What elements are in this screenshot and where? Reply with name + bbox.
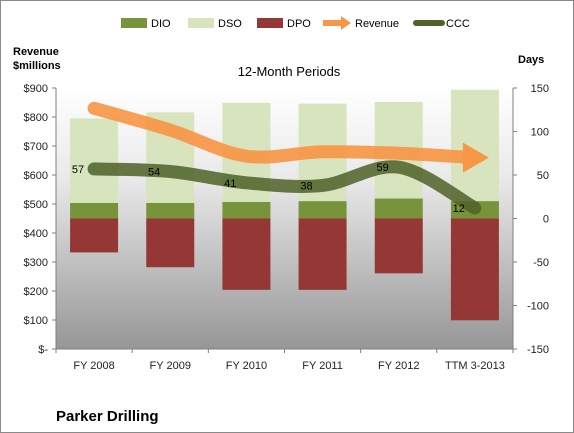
legend-label-dio: DIO (151, 18, 171, 30)
x-tick-label-fy-2012: FY 2012 (378, 360, 419, 372)
left-axis-title-line2: $millions (13, 60, 61, 72)
left-tick-label: $800 (24, 112, 48, 124)
left-tick-label: $500 (24, 199, 48, 211)
left-tick-label: $100 (24, 315, 48, 327)
revenue-line (87, 101, 472, 164)
legend-label-dso: DSO (218, 18, 242, 30)
right-tick-label: -50 (533, 257, 549, 269)
legend: DIO DSO DPO Revenue CCC (121, 16, 470, 30)
legend-item-ccc: CCC (413, 18, 470, 30)
left-tick-label: $600 (24, 170, 48, 182)
bar-dpo-fy-2010 (222, 218, 271, 290)
ccc-data-label-fy-2008: 57 (72, 164, 84, 176)
bar-dpo-fy-2009 (146, 218, 195, 268)
ccc-data-label-fy-2010: 41 (224, 178, 236, 190)
legend-label-ccc: CCC (446, 18, 470, 30)
right-tick-label: 150 (531, 83, 549, 95)
revenue-arrowhead (462, 142, 489, 173)
legend-arrow-revenue (323, 16, 351, 30)
left-tick-label: $400 (24, 228, 48, 240)
left-axis-title-line1: Revenue (13, 46, 59, 58)
bar-dpo-fy-2008 (70, 218, 119, 253)
left-tick-label: $- (38, 344, 48, 356)
legend-item-dpo: DPO (257, 18, 311, 30)
ccc-data-label-fy-2009: 54 (148, 167, 160, 179)
ccc-data-label-ttm-3-2013: 12 (453, 203, 465, 215)
bar-dio-fy-2008 (70, 202, 119, 219)
left-tick-label: $900 (24, 83, 48, 95)
bar-dso-fy-2008 (70, 118, 119, 203)
x-tick-label-fy-2008: FY 2008 (73, 360, 114, 372)
x-tick-label-ttm-3-2013: TTM 3-2013 (445, 360, 505, 372)
right-tick-label: 0 (543, 214, 549, 226)
ccc-data-label-fy-2012: 59 (377, 162, 389, 174)
bar-dio-fy-2011 (298, 201, 347, 219)
axes-layer: $- $100 $200 $300 $400 $500 $600 $700 $800 $900 -1… (24, 83, 549, 372)
left-tick-label: $700 (24, 141, 48, 153)
bar-dpo-fy-2011 (298, 218, 347, 290)
legend-label-dpo: DPO (287, 18, 311, 30)
legend-label-revenue: Revenue (355, 18, 399, 30)
bar-dpo-ttm-3-2013 (450, 218, 499, 321)
x-tick-label-fy-2009: FY 2009 (150, 360, 191, 372)
right-tick-label: -150 (527, 344, 549, 356)
legend-swatch-dso (188, 18, 214, 28)
right-tick-label: 100 (531, 127, 549, 139)
right-axis-title: Days (518, 54, 544, 66)
left-tick-label: $300 (24, 257, 48, 269)
company-name: Parker Drilling (56, 408, 159, 425)
bar-dpo-fy-2012 (374, 218, 423, 274)
bar-dso-ttm-3-2013 (450, 89, 499, 202)
bar-dio-fy-2010 (222, 201, 271, 219)
legend-swatch-dio (121, 18, 147, 28)
right-tick-label: 50 (537, 170, 549, 182)
chart-title: 12-Month Periods (238, 64, 341, 79)
bar-dio-fy-2012 (374, 198, 423, 219)
right-tick-label: -100 (527, 301, 549, 313)
x-tick-label-fy-2010: FY 2010 (226, 360, 267, 372)
ccc-line (87, 160, 482, 215)
left-tick-label: $200 (24, 286, 48, 298)
legend-item-dio: DIO (121, 18, 171, 30)
ccc-data-label-fy-2011: 38 (300, 180, 312, 192)
lines-layer (87, 101, 489, 215)
legend-swatch-dpo (257, 18, 283, 28)
legend-item-revenue: Revenue (323, 16, 399, 30)
bar-dio-fy-2009 (146, 202, 195, 219)
plot-area (56, 88, 513, 349)
x-tick-label-fy-2011: FY 2011 (302, 360, 343, 372)
labels-layer: 57 54 41 38 59 12 (72, 162, 465, 215)
legend-item-dso: DSO (188, 18, 242, 30)
